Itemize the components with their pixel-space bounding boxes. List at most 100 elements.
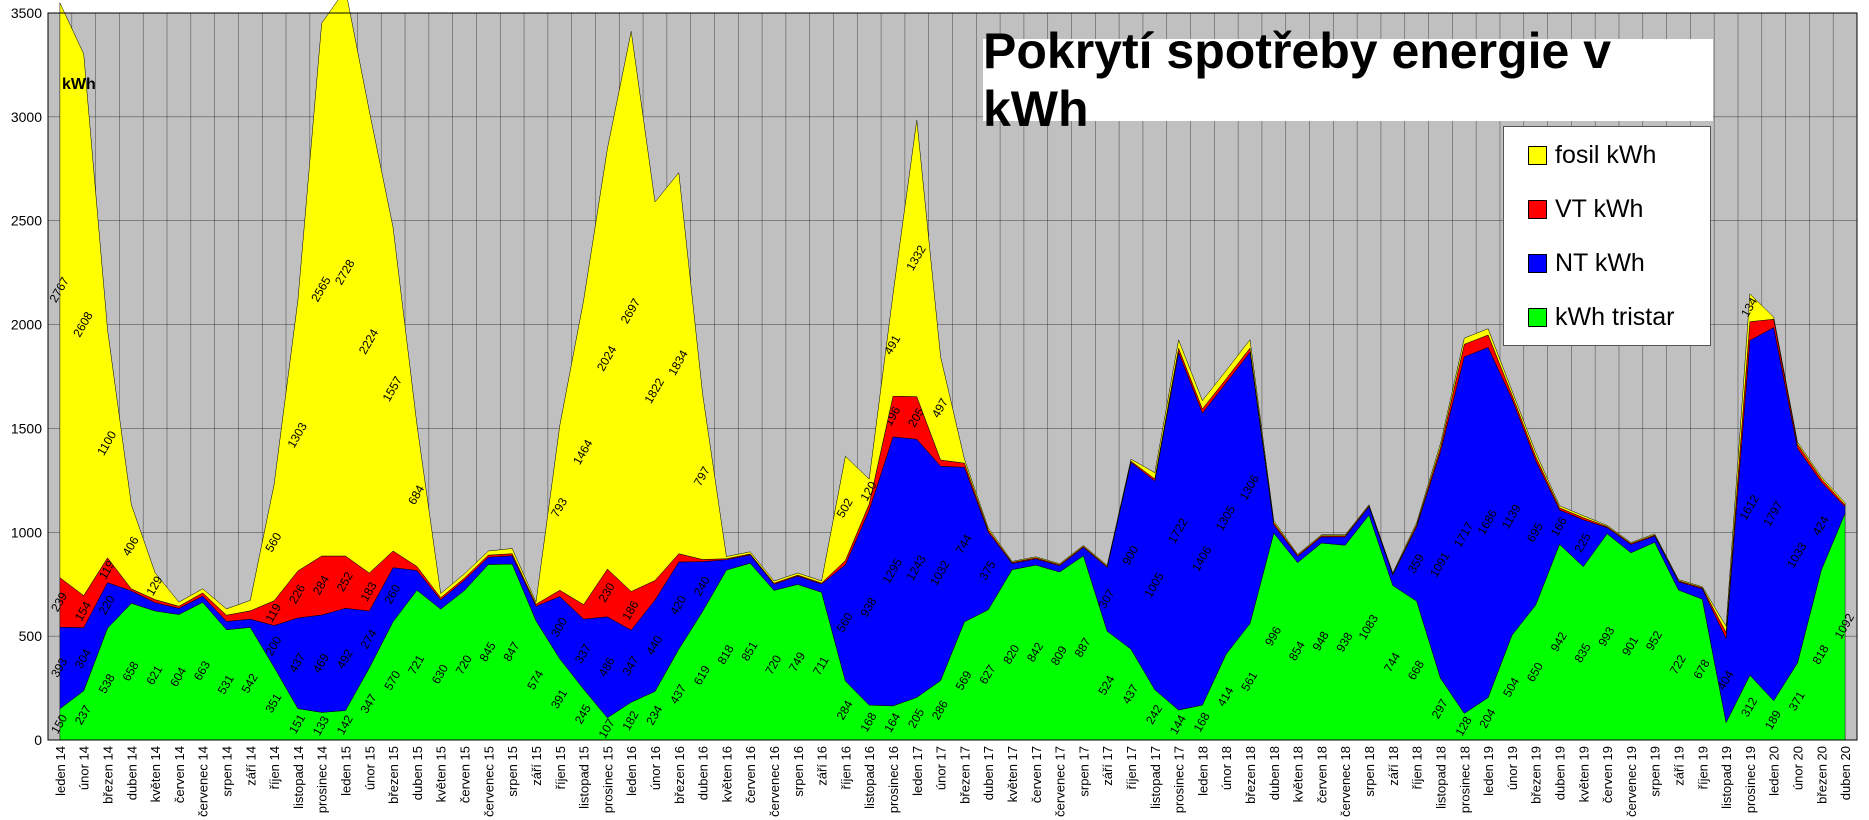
x-tick-label: prosinec 15	[600, 746, 615, 813]
x-axis-tick-labels: leden 14 únor 14 březen 14 duben 14 květen 1…	[53, 746, 1853, 817]
x-tick-label: říjen 17	[1124, 746, 1139, 789]
x-tick-label: leden 16	[624, 746, 639, 796]
x-tick-label: únor 19	[1505, 746, 1520, 790]
x-tick-label: červen 18	[1314, 746, 1329, 803]
legend-label-tristar: kWh tristar	[1555, 303, 1675, 331]
y-tick-label: 3500	[11, 5, 42, 21]
legend-swatch-nt	[1528, 254, 1547, 273]
x-tick-label: únor 20	[1791, 746, 1806, 790]
legend-label-fosil: fosil kWh	[1555, 141, 1657, 169]
y-tick-label: 2500	[11, 213, 42, 229]
x-tick-label: duben 16	[696, 746, 711, 800]
x-tick-label: srpen 15	[505, 746, 520, 797]
x-tick-label: září 16	[815, 746, 830, 786]
x-tick-label: květen 15	[434, 746, 449, 802]
x-tick-label: červenec 19	[1624, 746, 1639, 817]
x-tick-label: květen 16	[719, 746, 734, 802]
x-tick-label: prosinec 14	[315, 746, 330, 813]
legend-item-tristar: kWh tristar	[1528, 303, 1674, 332]
x-tick-label: leden 15	[339, 746, 354, 796]
legend-label-vt: VT kWh	[1555, 195, 1644, 223]
x-tick-label: květen 14	[148, 746, 163, 802]
x-tick-label: únor 17	[934, 746, 949, 790]
x-tick-label: únor 16	[648, 746, 663, 790]
x-tick-label: březen 15	[386, 746, 401, 804]
x-tick-label: září 14	[243, 746, 258, 786]
x-tick-label: červen 17	[1029, 746, 1044, 803]
x-tick-label: duben 17	[981, 746, 996, 800]
x-tick-label: březen 20	[1814, 746, 1829, 804]
x-tick-label: březen 17	[957, 746, 972, 804]
x-tick-label: duben 20	[1838, 746, 1853, 800]
legend-swatch-fosil	[1528, 146, 1547, 165]
x-tick-label: květen 19	[1576, 746, 1591, 802]
y-tick-label: 1000	[11, 524, 42, 540]
x-tick-label: květen 18	[1291, 746, 1306, 802]
y-tick-label: 2000	[11, 317, 42, 333]
x-tick-label: březen 19	[1529, 746, 1544, 804]
x-tick-label: červen 15	[458, 746, 473, 803]
legend-item-vt: VT kWh	[1528, 195, 1643, 224]
x-tick-label: červenec 17	[1053, 746, 1068, 817]
x-tick-label: listopad 15	[577, 746, 592, 809]
y-tick-label: 0	[34, 732, 42, 748]
x-tick-label: prosinec 18	[1457, 746, 1472, 813]
x-tick-label: srpen 14	[220, 746, 235, 797]
unit-label: kWh	[62, 76, 96, 93]
x-tick-label: červenec 15	[481, 746, 496, 817]
x-tick-label: červenec 16	[767, 746, 782, 817]
x-tick-label: duben 14	[124, 746, 139, 800]
legend-swatch-tristar	[1528, 308, 1547, 327]
x-tick-label: březen 14	[101, 746, 116, 804]
x-tick-label: leden 19	[1481, 746, 1496, 796]
x-tick-label: leden 18	[1195, 746, 1210, 796]
chart-title: Pokrytí spotřeby energie v kWh	[983, 23, 1713, 137]
x-tick-label: říjen 19	[1695, 746, 1710, 789]
x-tick-label: červen 16	[743, 746, 758, 803]
legend-item-nt: NT kWh	[1528, 249, 1645, 278]
x-tick-label: listopad 17	[1148, 746, 1163, 809]
x-tick-label: srpen 19	[1648, 746, 1663, 797]
legend-label-nt: NT kWh	[1555, 249, 1645, 277]
x-tick-label: listopad 14	[291, 746, 306, 809]
x-tick-label: listopad 19	[1719, 746, 1734, 809]
x-tick-label: červenec 18	[1338, 746, 1353, 817]
x-tick-label: říjen 16	[838, 746, 853, 789]
x-tick-label: březen 18	[1243, 746, 1258, 804]
x-tick-label: červen 19	[1600, 746, 1615, 803]
x-tick-label: srpen 16	[791, 746, 806, 797]
x-tick-label: listopad 16	[862, 746, 877, 809]
y-axis-tick-labels: 0 500 1000 1500 2000 2500 3000 3500	[11, 5, 42, 748]
legend-item-fosil: fosil kWh	[1528, 141, 1656, 170]
x-tick-label: prosinec 16	[886, 746, 901, 813]
x-tick-label: duben 15	[410, 746, 425, 800]
area-fosil-kwh	[59, 0, 1846, 634]
x-tick-label: září 19	[1672, 746, 1687, 786]
x-tick-label: květen 17	[1005, 746, 1020, 802]
x-tick-label: říjen 15	[553, 746, 568, 789]
x-tick-label: únor 18	[1219, 746, 1234, 790]
x-tick-label: červenec 14	[196, 746, 211, 817]
x-tick-label: duben 19	[1553, 746, 1568, 800]
x-tick-label: prosinec 17	[1172, 746, 1187, 813]
y-tick-label: 3000	[11, 109, 42, 125]
x-tick-label: září 18	[1386, 746, 1401, 786]
plot-border	[47, 12, 1858, 741]
y-tick-label: 1500	[11, 420, 42, 436]
x-tick-label: září 15	[529, 746, 544, 786]
x-tick-label: duben 18	[1267, 746, 1282, 800]
x-tick-label: srpen 17	[1076, 746, 1091, 797]
x-tick-label: listopad 18	[1434, 746, 1449, 809]
x-tick-label: prosinec 19	[1743, 746, 1758, 813]
x-tick-label: září 17	[1100, 746, 1115, 786]
chart-legend: fosil kWh VT kWh NT kWh kWh tristar	[1503, 126, 1711, 346]
x-tick-label: srpen 18	[1362, 746, 1377, 797]
x-tick-label: leden 20	[1767, 746, 1782, 796]
x-tick-label: říjen 14	[267, 746, 282, 789]
y-tick-label: 500	[19, 628, 43, 644]
x-tick-label: únor 15	[362, 746, 377, 790]
x-tick-label: březen 16	[672, 746, 687, 804]
x-tick-label: leden 17	[910, 746, 925, 796]
x-tick-label: únor 14	[77, 746, 92, 790]
